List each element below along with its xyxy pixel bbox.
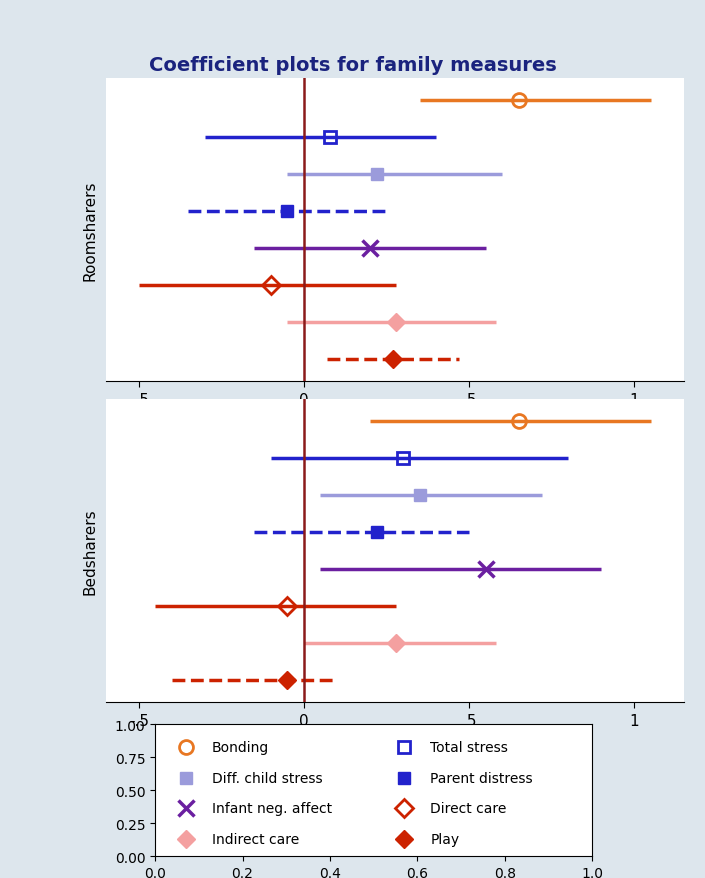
Y-axis label: Roomsharers: Roomsharers xyxy=(82,180,97,281)
Text: Indirect care: Indirect care xyxy=(212,832,299,846)
X-axis label: SD units: SD units xyxy=(363,733,427,748)
Text: Parent distress: Parent distress xyxy=(431,771,533,785)
Text: Total stress: Total stress xyxy=(431,740,508,754)
Text: Play: Play xyxy=(431,832,460,846)
Text: Coefficient plots for family measures: Coefficient plots for family measures xyxy=(149,55,556,75)
Text: Direct care: Direct care xyxy=(431,802,507,816)
Text: Diff. child stress: Diff. child stress xyxy=(212,771,323,785)
Y-axis label: Bedsharers: Bedsharers xyxy=(82,507,97,594)
Text: Bonding: Bonding xyxy=(212,740,269,754)
X-axis label: SD units: SD units xyxy=(363,413,427,428)
Text: Infant neg. affect: Infant neg. affect xyxy=(212,802,332,816)
